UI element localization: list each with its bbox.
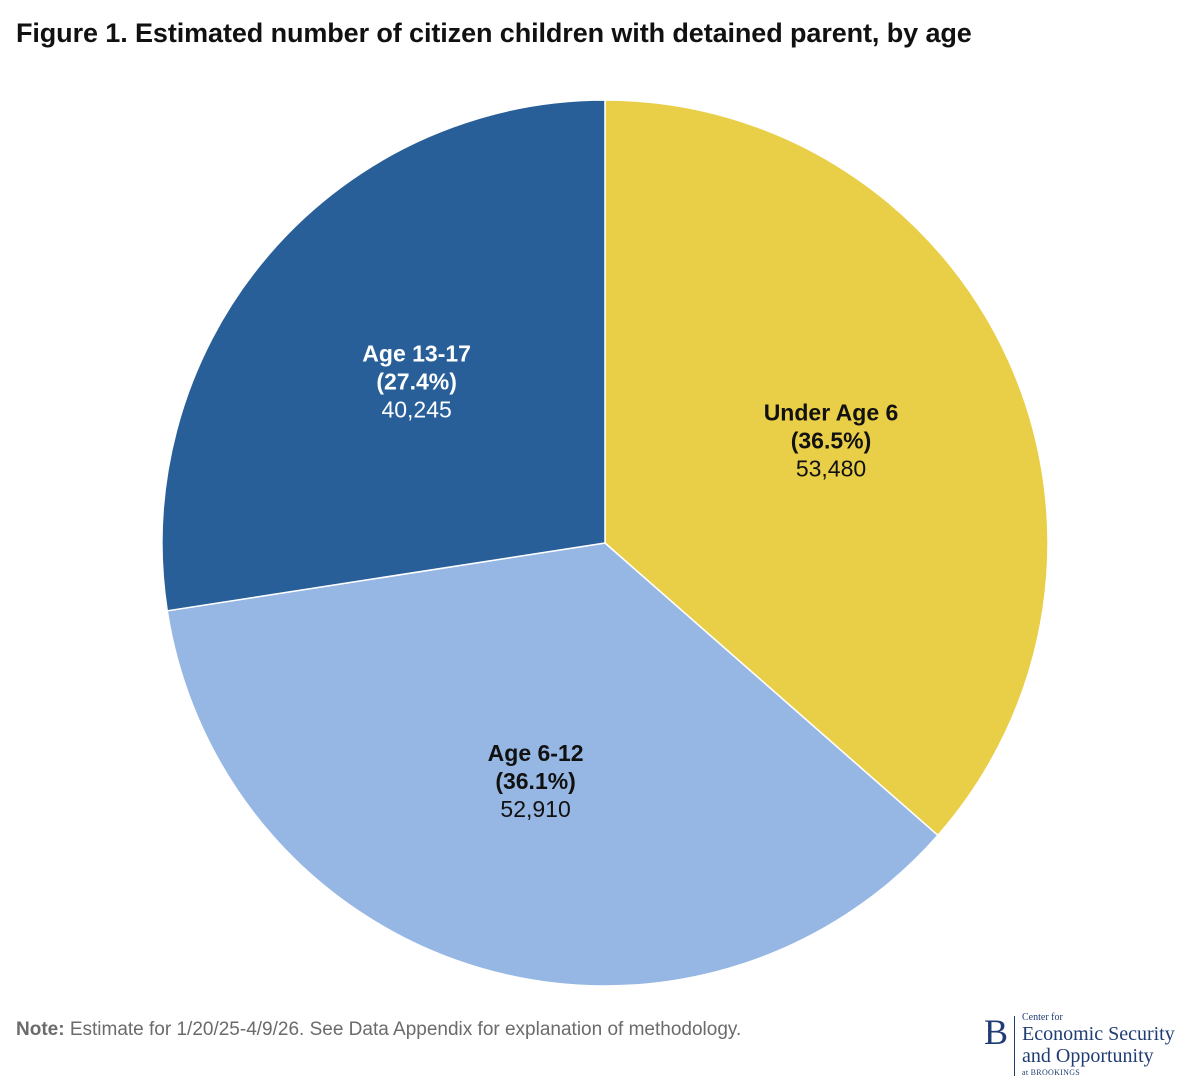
slice-category-label: Under Age 6	[764, 400, 899, 426]
slice-value-label: 53,480	[796, 456, 866, 482]
chart-note: Note: Estimate for 1/20/25-4/9/26. See D…	[16, 1019, 741, 1041]
pie-slice-age-13-17	[161, 99, 606, 612]
slice-percent-label: (36.5%)	[791, 428, 872, 454]
slice-value-label: 52,910	[500, 796, 570, 822]
pie-slice-under-age-6	[604, 99, 1049, 837]
logo-divider	[1014, 1016, 1015, 1076]
note-text: Estimate for 1/20/25-4/9/26. See Data Ap…	[64, 1019, 742, 1040]
slice-percent-label: (27.4%)	[376, 369, 457, 395]
logo-bottom: at BROOKINGS	[1022, 1068, 1081, 1077]
slice-category-label: Age 6-12	[488, 740, 584, 766]
logo-line-1: Economic Security	[1022, 1023, 1175, 1045]
slice-label-under-age-6: Under Age 6(36.5%)53,480	[764, 400, 899, 482]
logo-line-2: and Opportunity	[1022, 1045, 1154, 1067]
note-key: Note:	[16, 1019, 65, 1040]
slice-label-age-13-17: Age 13-17(27.4%)40,245	[362, 341, 471, 423]
slice-percent-label: (36.1%)	[495, 768, 576, 794]
logo-b-mark: B	[984, 1012, 1009, 1052]
pie-slice-age-6-12	[166, 542, 939, 987]
logo-small-top: Center for	[1022, 1012, 1063, 1023]
slice-category-label: Age 13-17	[362, 341, 471, 367]
slice-label-age-6-12: Age 6-12(36.1%)52,910	[488, 740, 584, 822]
chart-title: Figure 1. Estimated number of citizen ch…	[16, 18, 972, 48]
brookings-logo: B Center for Economic Security and Oppor…	[984, 1012, 1194, 1080]
slice-value-label: 40,245	[381, 397, 451, 423]
